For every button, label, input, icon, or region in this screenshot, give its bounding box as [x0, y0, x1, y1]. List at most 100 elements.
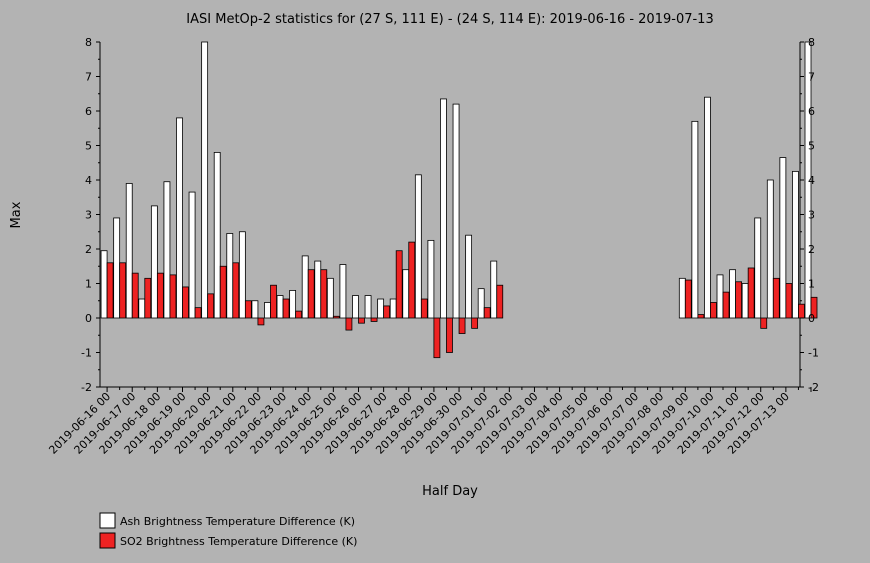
legend-item-ash: Ash Brightness Temperature Difference (K…	[99, 512, 355, 529]
bar-ash-54	[779, 157, 787, 319]
bar-ash-30	[477, 288, 485, 319]
y-tick-label-left: 1	[85, 278, 92, 291]
bar-so2-18	[332, 315, 340, 319]
y-tick-label-right: 2	[808, 243, 815, 256]
bar-ash-53	[766, 179, 774, 319]
bar-ash-23	[389, 298, 397, 319]
bar-ash-3	[138, 298, 146, 319]
bar-ash-11	[238, 231, 246, 319]
bar-so2-7	[194, 307, 202, 319]
bar-so2-31	[496, 284, 504, 319]
bar-ash-9	[213, 151, 221, 319]
legend-swatch-ash	[99, 512, 116, 529]
bar-ash-31	[490, 260, 498, 319]
bar-so2-53	[772, 277, 780, 319]
bar-so2-19	[345, 317, 353, 331]
y-tick-label-left: 7	[85, 71, 92, 84]
y-tick-label-right: 5	[808, 140, 815, 153]
y-tick-label-right: 0	[808, 312, 815, 325]
bar-so2-47	[697, 314, 705, 319]
y-tick-label-left: -2	[81, 381, 92, 394]
bar-ash-52	[754, 217, 762, 319]
y-tick-label-right: 1	[808, 278, 815, 291]
bar-ash-8	[201, 41, 209, 319]
bar-so2-29	[471, 317, 479, 329]
bar-so2-14	[282, 298, 290, 319]
bar-ash-51	[741, 283, 749, 319]
y-tick-label-right: 7	[808, 71, 815, 84]
y-tick-label-left: 2	[85, 243, 92, 256]
y-tick-label-left: -1	[81, 347, 92, 360]
bar-ash-22	[377, 298, 385, 319]
bar-ash-56	[804, 41, 812, 319]
bar-so2-17	[320, 269, 328, 319]
y-tick-label-left: 4	[85, 174, 92, 187]
legend-item-so2: SO2 Brightness Temperature Difference (K…	[99, 532, 357, 549]
bar-so2-8	[207, 293, 215, 319]
y-tick-label-right: 8	[808, 36, 815, 49]
chart-title: IASI MetOp-2 statistics for (27 S, 111 E…	[186, 12, 713, 27]
bar-so2-13	[270, 284, 277, 319]
legend-swatch-so2	[99, 532, 116, 549]
bar-so2-26	[433, 317, 441, 359]
bar-ash-50	[729, 269, 736, 319]
bar-so2-20	[358, 317, 365, 324]
bar-ash-18	[326, 277, 334, 319]
bar-so2-28	[458, 317, 466, 334]
bar-ash-1	[113, 217, 121, 319]
bar-ash-55	[792, 170, 799, 319]
bar-ash-25	[414, 174, 422, 319]
bar-so2-52	[760, 317, 768, 329]
bar-so2-23	[395, 250, 403, 319]
bar-so2-9	[219, 265, 227, 319]
bar-so2-16	[307, 269, 315, 319]
bar-ash-6	[176, 117, 183, 319]
bar-ash-13	[264, 302, 271, 319]
bar-ash-26	[427, 239, 435, 319]
y-tick-label-left: 8	[85, 36, 92, 49]
bars	[100, 41, 818, 359]
legend: Ash Brightness Temperature Difference (K…	[99, 512, 357, 549]
bar-so2-54	[785, 283, 793, 319]
bar-so2-30	[483, 307, 491, 319]
bar-so2-21	[370, 317, 378, 322]
bar-so2-10	[232, 262, 240, 319]
y-tick-label-left: 5	[85, 140, 92, 153]
bar-so2-25	[420, 298, 428, 319]
y-tick-label-left: 3	[85, 209, 92, 222]
bar-so2-1	[119, 262, 127, 319]
bar-so2-24	[408, 241, 416, 319]
bar-so2-56	[810, 296, 818, 319]
bar-ash-0	[100, 250, 108, 319]
bar-so2-12	[257, 317, 265, 326]
bar-so2-3	[144, 277, 152, 319]
bar-ash-48	[704, 96, 711, 319]
bar-ash-12	[251, 300, 259, 319]
bar-ash-46	[678, 277, 686, 319]
bar-ash-28	[452, 103, 460, 319]
bar-ash-4	[150, 205, 158, 319]
legend-label-ash: Ash Brightness Temperature Difference (K…	[120, 515, 355, 528]
bar-so2-5	[169, 274, 177, 319]
bar-ash-47	[691, 120, 699, 319]
y-tick-label-right: 6	[808, 105, 815, 118]
bar-so2-46	[684, 279, 692, 319]
bar-so2-6	[182, 286, 189, 319]
y-axis-ticks: -2 -2 -1 -1 0 0 1 1 2 2 3 3 4 4 5 5 6 6 7 7 8 8	[81, 36, 819, 394]
y-tick-label-left: 6	[85, 105, 92, 118]
bar-ash-29	[465, 234, 473, 319]
bar-ash-19	[339, 264, 347, 319]
bar-ash-16	[301, 255, 309, 319]
bar-ash-21	[364, 295, 372, 319]
y-tick-label-right: 4	[808, 174, 815, 187]
y-tick-label-left: 0	[85, 312, 92, 325]
bar-so2-55	[798, 303, 805, 319]
legend-label-so2: SO2 Brightness Temperature Difference (K…	[120, 535, 357, 548]
bar-ash-20	[352, 295, 359, 319]
bar-ash-5	[163, 181, 171, 319]
bar-ash-15	[289, 289, 297, 319]
y-tick-label-right: 3	[808, 209, 815, 222]
bar-so2-51	[747, 267, 755, 319]
